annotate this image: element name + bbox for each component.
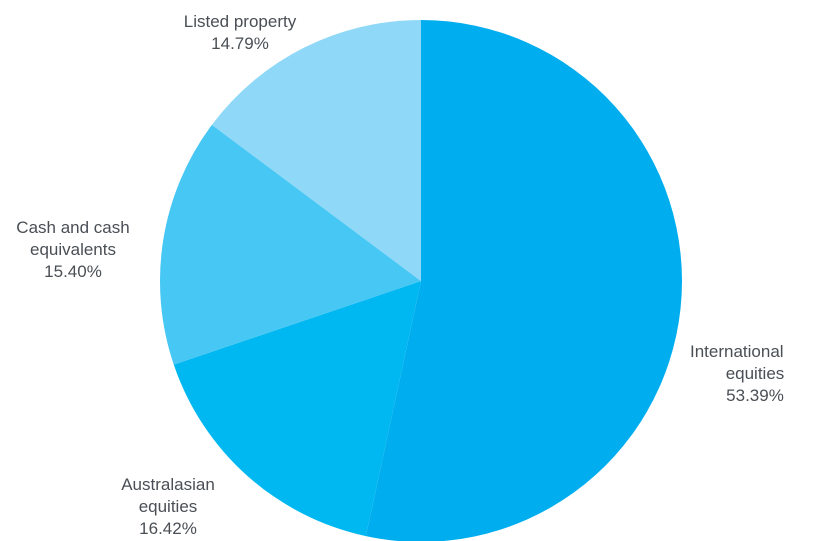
slice-name-label: Australasian (121, 475, 215, 494)
slice-name-label: equities (726, 364, 785, 383)
slice-label: Listed property 14.79% (184, 12, 297, 53)
pie-slice (159, 124, 421, 365)
slice-value-label: 15.40% (44, 262, 102, 281)
pie-slice (211, 20, 421, 281)
slice-name-label: International (690, 342, 784, 361)
pie-slice (173, 281, 421, 537)
slice-value-label: 16.42% (139, 519, 197, 538)
pie-slice (365, 20, 682, 541)
slice-label: Cash and cash equivalents 15.40% (16, 218, 129, 281)
slice-name-label: equivalents (30, 240, 116, 259)
slice-name-label: Listed property (184, 12, 297, 31)
slice-value-label: 14.79% (211, 34, 269, 53)
slice-name-label: Cash and cash (16, 218, 129, 237)
slice-label: International equities 53.39% (690, 342, 784, 405)
pie-labels: International equities 53.39% Australasian e… (16, 12, 784, 538)
pie-slices (159, 20, 682, 541)
slice-label: Australasian equities 16.42% (121, 475, 215, 538)
slice-value-label: 53.39% (726, 386, 784, 405)
slice-name-label: equities (139, 497, 198, 516)
